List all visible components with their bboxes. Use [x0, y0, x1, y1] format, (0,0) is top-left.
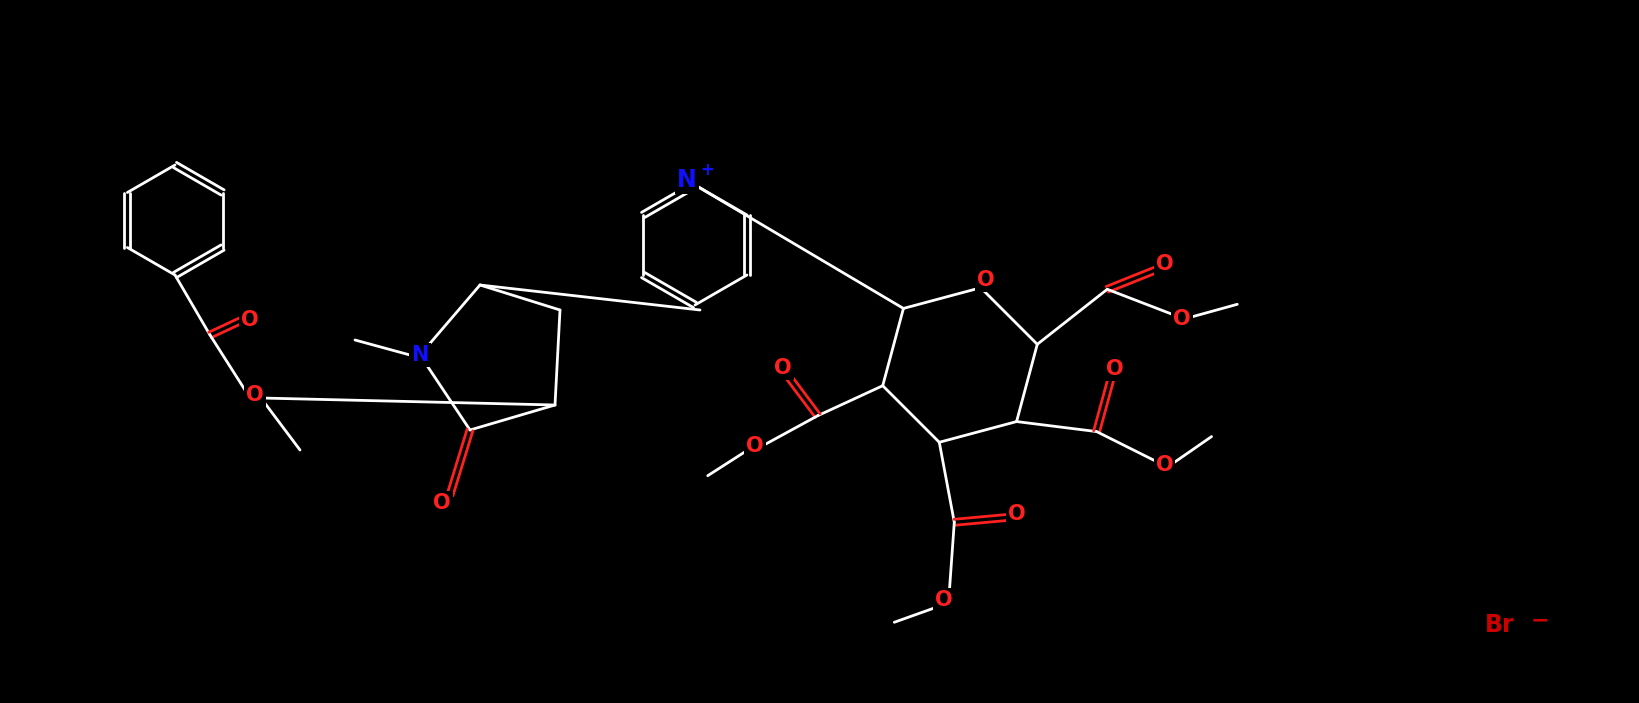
Text: Br: Br	[1485, 613, 1514, 637]
Text: O: O	[246, 385, 264, 405]
Text: N: N	[677, 168, 697, 192]
Text: O: O	[934, 591, 952, 610]
Text: O: O	[1155, 455, 1172, 475]
Text: O: O	[1008, 504, 1026, 524]
Text: O: O	[977, 270, 993, 290]
Text: O: O	[1105, 359, 1123, 379]
Text: O: O	[1174, 309, 1190, 329]
Text: +: +	[700, 161, 713, 179]
Text: N: N	[411, 345, 428, 365]
Text: O: O	[433, 493, 451, 513]
Text: −: −	[1529, 610, 1549, 630]
Text: O: O	[241, 310, 259, 330]
Text: O: O	[1155, 254, 1174, 274]
Text: O: O	[774, 358, 792, 378]
Text: O: O	[746, 436, 764, 456]
